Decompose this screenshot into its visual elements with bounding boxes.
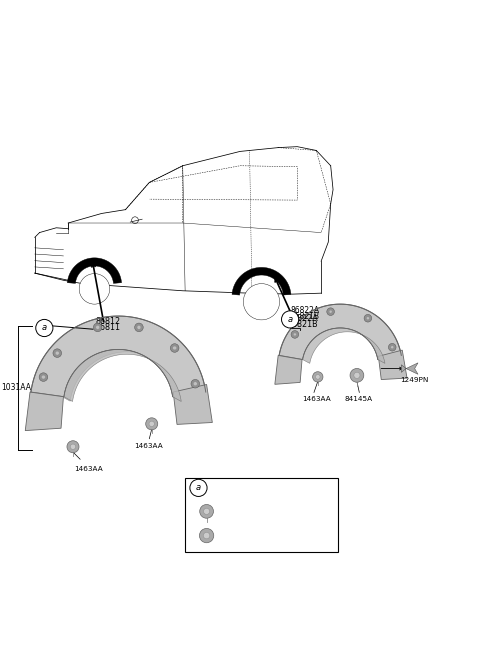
Circle shape (327, 308, 335, 316)
Circle shape (200, 504, 214, 518)
Text: 1463AA: 1463AA (302, 396, 331, 402)
Circle shape (293, 333, 296, 336)
Polygon shape (64, 350, 181, 401)
Circle shape (204, 533, 210, 539)
Circle shape (199, 529, 214, 543)
Polygon shape (31, 316, 206, 397)
Text: 1463AA: 1463AA (74, 466, 103, 472)
Circle shape (243, 283, 280, 320)
Text: a: a (288, 315, 293, 324)
Polygon shape (61, 347, 184, 401)
Circle shape (36, 319, 53, 337)
Circle shape (354, 373, 360, 379)
Circle shape (146, 418, 158, 430)
Polygon shape (173, 384, 212, 424)
Polygon shape (401, 363, 418, 375)
Circle shape (173, 346, 177, 350)
Text: 1249PN: 1249PN (400, 377, 428, 383)
Circle shape (329, 310, 332, 313)
Text: 1031AA: 1031AA (1, 383, 31, 392)
Text: a: a (42, 323, 47, 333)
Circle shape (350, 369, 364, 382)
Circle shape (149, 421, 155, 426)
Polygon shape (279, 304, 401, 359)
Circle shape (96, 325, 99, 329)
Text: 86822A: 86822A (290, 306, 319, 315)
Circle shape (312, 372, 323, 382)
Text: 86812: 86812 (96, 317, 121, 326)
Circle shape (79, 274, 110, 304)
Circle shape (137, 325, 141, 329)
Text: 86821B: 86821B (290, 312, 319, 321)
Circle shape (94, 323, 102, 332)
Circle shape (190, 480, 207, 497)
Circle shape (366, 317, 369, 319)
Text: 1043EA: 1043EA (221, 507, 250, 516)
Text: 86811: 86811 (96, 323, 121, 333)
Circle shape (291, 331, 299, 338)
Circle shape (135, 323, 143, 332)
Circle shape (315, 375, 320, 379)
Circle shape (70, 444, 76, 449)
Polygon shape (302, 328, 385, 363)
Text: 86821B: 86821B (288, 320, 318, 329)
Text: 1042AA: 1042AA (221, 531, 251, 540)
Circle shape (55, 351, 59, 355)
Polygon shape (232, 268, 291, 295)
Circle shape (67, 441, 79, 453)
Text: 1463AA: 1463AA (134, 443, 163, 449)
Circle shape (132, 216, 138, 224)
Circle shape (39, 373, 48, 381)
Circle shape (41, 375, 45, 379)
Polygon shape (378, 350, 407, 380)
Polygon shape (67, 258, 121, 283)
Circle shape (193, 382, 197, 386)
Circle shape (391, 346, 394, 349)
Polygon shape (25, 392, 63, 430)
Circle shape (281, 311, 299, 328)
Circle shape (191, 379, 200, 388)
Circle shape (204, 508, 210, 514)
Text: a: a (196, 483, 201, 493)
Circle shape (170, 344, 179, 352)
Text: 86822A: 86822A (288, 314, 318, 323)
Polygon shape (275, 356, 302, 384)
Text: 84145A: 84145A (344, 396, 372, 402)
Circle shape (53, 349, 61, 358)
Bar (185, 478, 338, 552)
Circle shape (388, 344, 396, 351)
Circle shape (364, 314, 372, 322)
